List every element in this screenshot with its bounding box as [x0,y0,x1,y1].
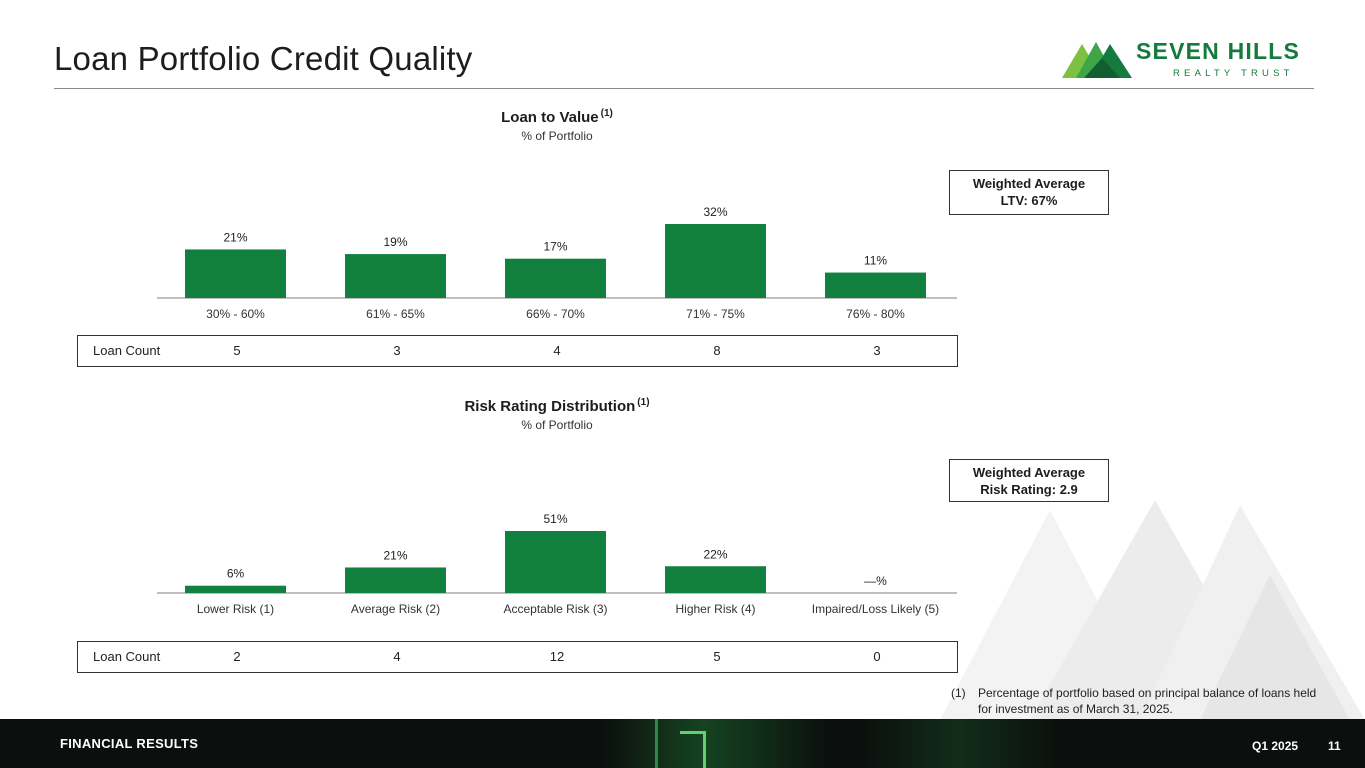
footer-glow-graphic [860,719,1060,768]
footer-section-label: FINANCIAL RESULTS [60,736,199,751]
footer-line-graphic [703,731,706,768]
x-tick-label: 71% - 75% [686,307,745,321]
ltv-loan-count-value: 8 [713,343,721,358]
ltv-chart-subtitle: % of Portfolio [521,129,593,143]
footer-line-graphic [680,731,706,734]
ltv-chart-title: Loan to Value [501,109,599,126]
x-tick-label: Higher Risk (4) [675,602,755,616]
bar [505,258,606,298]
risk-weighted-average-box: Weighted Average Risk Rating: 2.9 [949,459,1109,502]
data-label: 21% [223,230,247,244]
risk-loan-count-value: 4 [393,649,401,664]
x-tick-label: 30% - 60% [206,307,265,321]
ltv-loan-count-value: 5 [233,343,241,358]
data-label: —% [864,574,887,588]
bar [345,567,446,593]
risk-rating-bar-chart: 6% Lower Risk (1) 21% Average Risk (2) 51% Ac… [157,512,957,616]
ltv-chart-heading: Loan to Value (1) % of Portfolio [357,108,757,143]
risk-chart-footnote-ref: (1) [637,397,650,408]
ltv-weighted-average-value: LTV: 67% [1000,193,1058,208]
background-mountains-graphic [940,500,1365,720]
data-label: 11% [864,254,887,268]
ltv-chart-title-row: Loan to Value (1) [357,108,757,126]
footnote-text: Percentage of portfolio based on princip… [978,686,1317,716]
x-tick-label: 61% - 65% [366,307,425,321]
ltv-loan-count-value: 3 [393,343,401,358]
ltv-bar-chart: 21% 30% - 60% 19% 61% - 65% 17% 66% - 70% 32% 7… [157,205,957,321]
ltv-loan-count-value: 3 [873,343,881,358]
x-tick-label: 76% - 80% [846,307,905,321]
data-label: 19% [383,235,407,249]
title-divider [54,88,1314,89]
ltv-loan-count-label: Loan Count [93,343,161,358]
data-label: 22% [703,547,727,561]
risk-loan-count-value: 5 [713,649,721,664]
bar [185,585,286,593]
x-tick-label: Average Risk (2) [351,602,440,616]
x-tick-label: Impaired/Loss Likely (5) [812,602,939,616]
ltv-loan-count-row: Loan Count 5 3 4 8 3 [77,335,958,367]
ltv-loan-count-value: 4 [553,343,561,358]
ltv-weighted-average-box: Weighted Average LTV: 67% [949,170,1109,215]
bar [185,249,286,298]
x-tick-label: 66% - 70% [526,307,585,321]
data-label: 51% [543,512,567,526]
risk-loan-count-value: 0 [873,649,881,664]
data-label: 32% [703,205,727,219]
ltv-chart-footnote-ref: (1) [600,108,613,119]
bar [825,272,926,298]
x-tick-label: Lower Risk (1) [197,602,274,616]
risk-loan-count-label: Loan Count [93,649,161,664]
footer-bar: FINANCIAL RESULTS Q1 2025 11 [0,719,1365,768]
data-label: 17% [543,240,567,254]
risk-loan-count-value: 2 [233,649,241,664]
page-title: Loan Portfolio Credit Quality [54,40,473,77]
bar [665,224,766,298]
data-label: 6% [227,567,245,581]
bar [505,531,606,593]
risk-weighted-average-label: Weighted Average [972,465,1086,480]
footer-period: Q1 2025 [1252,739,1299,753]
data-label: 21% [383,548,407,562]
risk-chart-subtitle: % of Portfolio [521,418,593,432]
risk-chart-heading: Risk Rating Distribution (1) % of Portfol… [357,397,757,432]
footer-line-graphic [655,719,658,768]
ltv-weighted-average-label: Weighted Average [972,176,1086,191]
footer-glow-graphic [600,719,830,768]
risk-loan-count-value: 12 [549,649,565,664]
risk-loan-count-row: Loan Count 2 4 12 5 0 [77,641,958,673]
bar [345,254,446,298]
x-tick-label: Acceptable Risk (3) [503,602,607,616]
page-number: 11 [1328,739,1341,753]
footnote-number: (1) [951,686,966,700]
risk-weighted-average-value: Risk Rating: 2.9 [980,482,1078,497]
logo-tagline: REALTY TRUST [1173,68,1294,79]
mountain-logo-icon [1062,42,1132,78]
seven-hills-logo: SEVEN HILLS REALTY TRUST [1062,38,1318,82]
bar [665,566,766,593]
logo-wordmark: SEVEN HILLS [1136,38,1301,64]
risk-chart-title: Risk Rating Distribution [464,398,636,415]
risk-chart-title-row: Risk Rating Distribution (1) [357,397,757,415]
